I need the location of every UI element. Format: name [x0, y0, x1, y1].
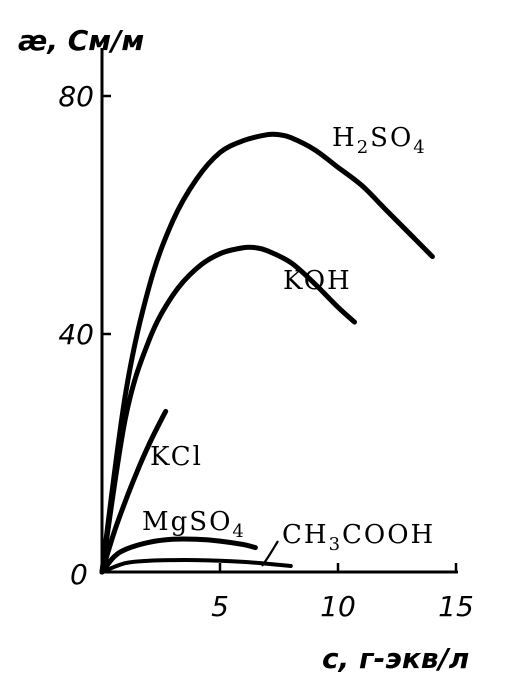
- series-label-part: 3: [329, 534, 342, 555]
- series-label-mgso4: MgSO4: [142, 507, 246, 542]
- curve-group: [99, 131, 435, 575]
- series-label-h2so4: H2SO4: [332, 123, 427, 158]
- series-label-part: KCl: [150, 442, 203, 472]
- x-tick-label: 15: [438, 590, 474, 623]
- series-line-kcl: [99, 408, 169, 575]
- x-axis-title: c, г-экв/л: [322, 642, 469, 675]
- series-label-part: COOH: [342, 520, 435, 550]
- series-label-part: H: [332, 123, 357, 153]
- y-tick-label: 40: [58, 318, 94, 351]
- x-tick-label: 10: [320, 590, 356, 623]
- series-label-part: 4: [232, 521, 245, 542]
- series-line-ch3cooh: [100, 558, 293, 574]
- ch3cooh-leader-line: [261, 540, 279, 567]
- series-line-koh: [99, 244, 357, 575]
- series-line-h2so4: [99, 131, 435, 575]
- series-label-part: 2: [357, 137, 370, 158]
- origin-label: 0: [70, 558, 88, 591]
- series-label-ch3cooh: CH3COOH: [282, 520, 435, 555]
- series-line-mgso4: [99, 536, 258, 575]
- y-axis-title: æ, См/м: [18, 24, 144, 57]
- series-label-part: SO: [370, 123, 413, 153]
- series-label-kcl: KCl: [150, 442, 203, 472]
- series-label-part: 4: [413, 137, 426, 158]
- series-label-koh: KOH: [283, 266, 352, 296]
- series-label-part: MgSO: [142, 507, 232, 537]
- x-tick-label: 5: [211, 590, 229, 623]
- series-label-part: KOH: [283, 266, 352, 296]
- y-tick-label: 80: [58, 80, 94, 113]
- series-label-part: CH: [282, 520, 329, 550]
